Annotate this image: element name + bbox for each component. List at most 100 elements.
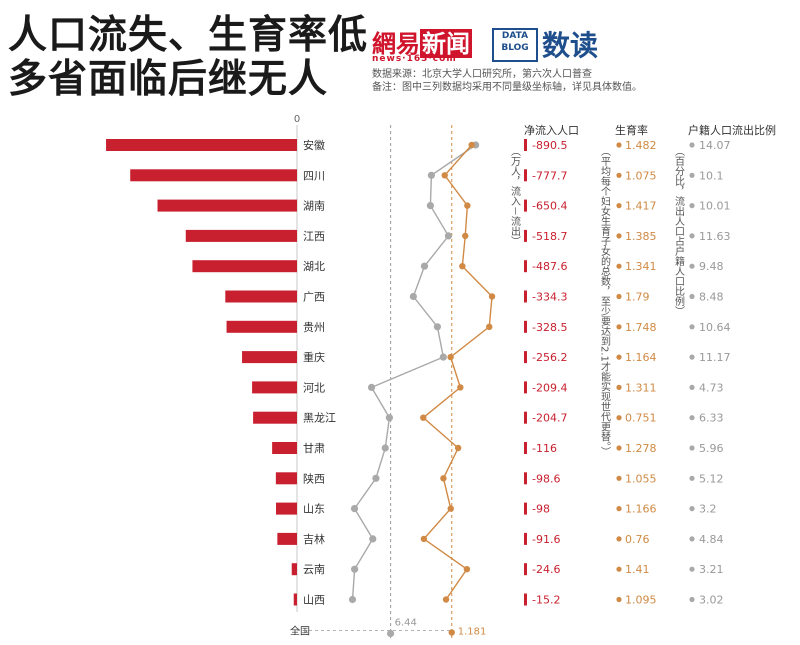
fertility-value-dot bbox=[616, 354, 622, 360]
outflow-point bbox=[439, 353, 447, 361]
net-migration-bar bbox=[291, 563, 297, 576]
province-label: 安徽 bbox=[303, 138, 325, 152]
net-value-label: -328.5 bbox=[532, 321, 567, 334]
net-value-marker bbox=[524, 351, 527, 364]
outflow-point bbox=[409, 292, 417, 301]
fertility-value-label: 1.385 bbox=[625, 230, 657, 243]
province-label: 重庆 bbox=[303, 350, 325, 364]
outflow-value-dot bbox=[689, 293, 695, 300]
outflow-value-dot bbox=[689, 263, 695, 269]
outflow-point bbox=[367, 383, 376, 391]
net-migration-bar bbox=[275, 472, 297, 485]
national-fertility-value: 1.181 bbox=[458, 627, 487, 638]
headline-line-1: 人口流失、生育率低 bbox=[8, 13, 369, 58]
fertility-value-label: 1.311 bbox=[625, 381, 657, 394]
province-label: 四川 bbox=[303, 169, 325, 182]
shudu-logo[interactable]: 数读 bbox=[542, 29, 599, 62]
net-migration-bar bbox=[130, 169, 297, 182]
outflow-column-header: 户籍人口流出比例 bbox=[688, 123, 776, 137]
net-value-label: -91.6 bbox=[532, 533, 560, 546]
outflow-value-dot bbox=[689, 233, 695, 239]
zero-axis-label: 0 bbox=[294, 114, 300, 125]
source-line: 数据来源：北京大学人口研究所，第六次人口普查 bbox=[372, 69, 592, 80]
outflow-point bbox=[350, 505, 359, 513]
fertility-value-label: 1.075 bbox=[625, 169, 657, 182]
outflow-point bbox=[351, 565, 359, 573]
net-value-marker bbox=[524, 472, 527, 485]
outflow-value-label: 10.64 bbox=[699, 321, 731, 334]
fertility-point bbox=[459, 263, 466, 270]
net-value-label: -98 bbox=[532, 503, 550, 516]
net-value-marker bbox=[524, 199, 527, 212]
province-label: 广西 bbox=[303, 291, 325, 304]
net-value-label: -204.7 bbox=[532, 412, 567, 425]
fertility-value-dot bbox=[616, 293, 622, 300]
fertility-value-dot bbox=[616, 263, 622, 269]
outflow-point bbox=[426, 202, 434, 210]
net-value-label: -650.4 bbox=[532, 200, 567, 213]
outflow-value-dot bbox=[689, 536, 695, 542]
net-migration-bar bbox=[253, 411, 297, 424]
outflow-value-label: 5.96 bbox=[699, 442, 724, 455]
net-value-marker bbox=[524, 381, 527, 394]
source-note: 数据来源：北京大学人口研究所，第六次人口普查 备注：图中三列数据均采用不同量级坐… bbox=[372, 68, 642, 94]
net-value-marker bbox=[524, 502, 527, 515]
fertility-value-label: 1.278 bbox=[625, 442, 657, 455]
province-label: 河北 bbox=[303, 381, 325, 394]
fertility-value-label: 0.751 bbox=[625, 412, 657, 425]
outflow-value-label: 9.48 bbox=[699, 260, 724, 273]
outflow-value-label: 3.02 bbox=[699, 594, 724, 607]
province-label: 湖南 bbox=[303, 200, 325, 213]
fertility-value-dot bbox=[616, 506, 622, 512]
fertility-point bbox=[457, 384, 464, 391]
fertility-value-label: 1.341 bbox=[625, 260, 657, 273]
outflow-point bbox=[348, 595, 357, 604]
outflow-point bbox=[385, 414, 393, 422]
outflow-point bbox=[427, 171, 435, 179]
fertility-value-label: 1.166 bbox=[625, 503, 657, 516]
netease-news-logo[interactable]: 網易新闻 bbox=[372, 24, 472, 59]
outflow-value-label: 3.2 bbox=[699, 503, 717, 516]
province-label: 贵州 bbox=[303, 321, 325, 334]
fertility-point bbox=[442, 596, 450, 603]
netease-logo-prefix: 網易 bbox=[372, 29, 420, 58]
net-value-marker bbox=[524, 229, 527, 242]
outflow-point bbox=[433, 323, 442, 331]
net-column-note: （万人，流入－流出） bbox=[509, 146, 521, 246]
outflow-value-dot bbox=[689, 172, 695, 178]
net-value-label: -256.2 bbox=[532, 351, 567, 364]
data-blog-logo[interactable]: DATA BLOG bbox=[492, 28, 538, 62]
outflow-value-dot bbox=[689, 596, 695, 603]
fertility-value-label: 1.748 bbox=[625, 321, 657, 334]
fertility-point bbox=[441, 172, 448, 179]
outflow-point bbox=[420, 262, 429, 270]
outflow-value-label: 6.33 bbox=[699, 412, 724, 425]
net-value-marker bbox=[524, 532, 527, 545]
province-label: 黑龙江 bbox=[303, 412, 336, 425]
fertility-value-label: 1.164 bbox=[625, 351, 657, 364]
outflow-value-dot bbox=[689, 324, 695, 330]
fertility-value-dot bbox=[616, 233, 622, 239]
netease-logo-news: 新闻 bbox=[420, 29, 472, 58]
fertility-point bbox=[454, 444, 462, 452]
outflow-column-note: （百分比，流出人口占户籍人口比例） bbox=[673, 146, 685, 316]
outflow-series-line bbox=[351, 144, 477, 600]
fertility-point bbox=[420, 414, 427, 421]
net-migration-bar bbox=[106, 139, 297, 151]
fertility-value-dot bbox=[616, 203, 622, 209]
headline-line-2: 多省面临后继无人 bbox=[8, 57, 329, 102]
net-value-label: -15.2 bbox=[532, 594, 560, 607]
outflow-value-dot bbox=[689, 354, 695, 360]
outflow-value-dot bbox=[689, 203, 695, 209]
net-value-marker bbox=[524, 169, 527, 182]
net-value-marker bbox=[524, 593, 527, 606]
fertility-point bbox=[488, 293, 496, 300]
fertility-value-label: 0.76 bbox=[625, 533, 650, 546]
province-label: 甘肃 bbox=[303, 442, 325, 455]
net-migration-bar bbox=[225, 290, 297, 303]
national-outflow-point bbox=[387, 629, 395, 638]
net-migration-bar bbox=[275, 502, 297, 515]
province-label: 山东 bbox=[303, 503, 325, 516]
fertility-point bbox=[462, 232, 469, 240]
